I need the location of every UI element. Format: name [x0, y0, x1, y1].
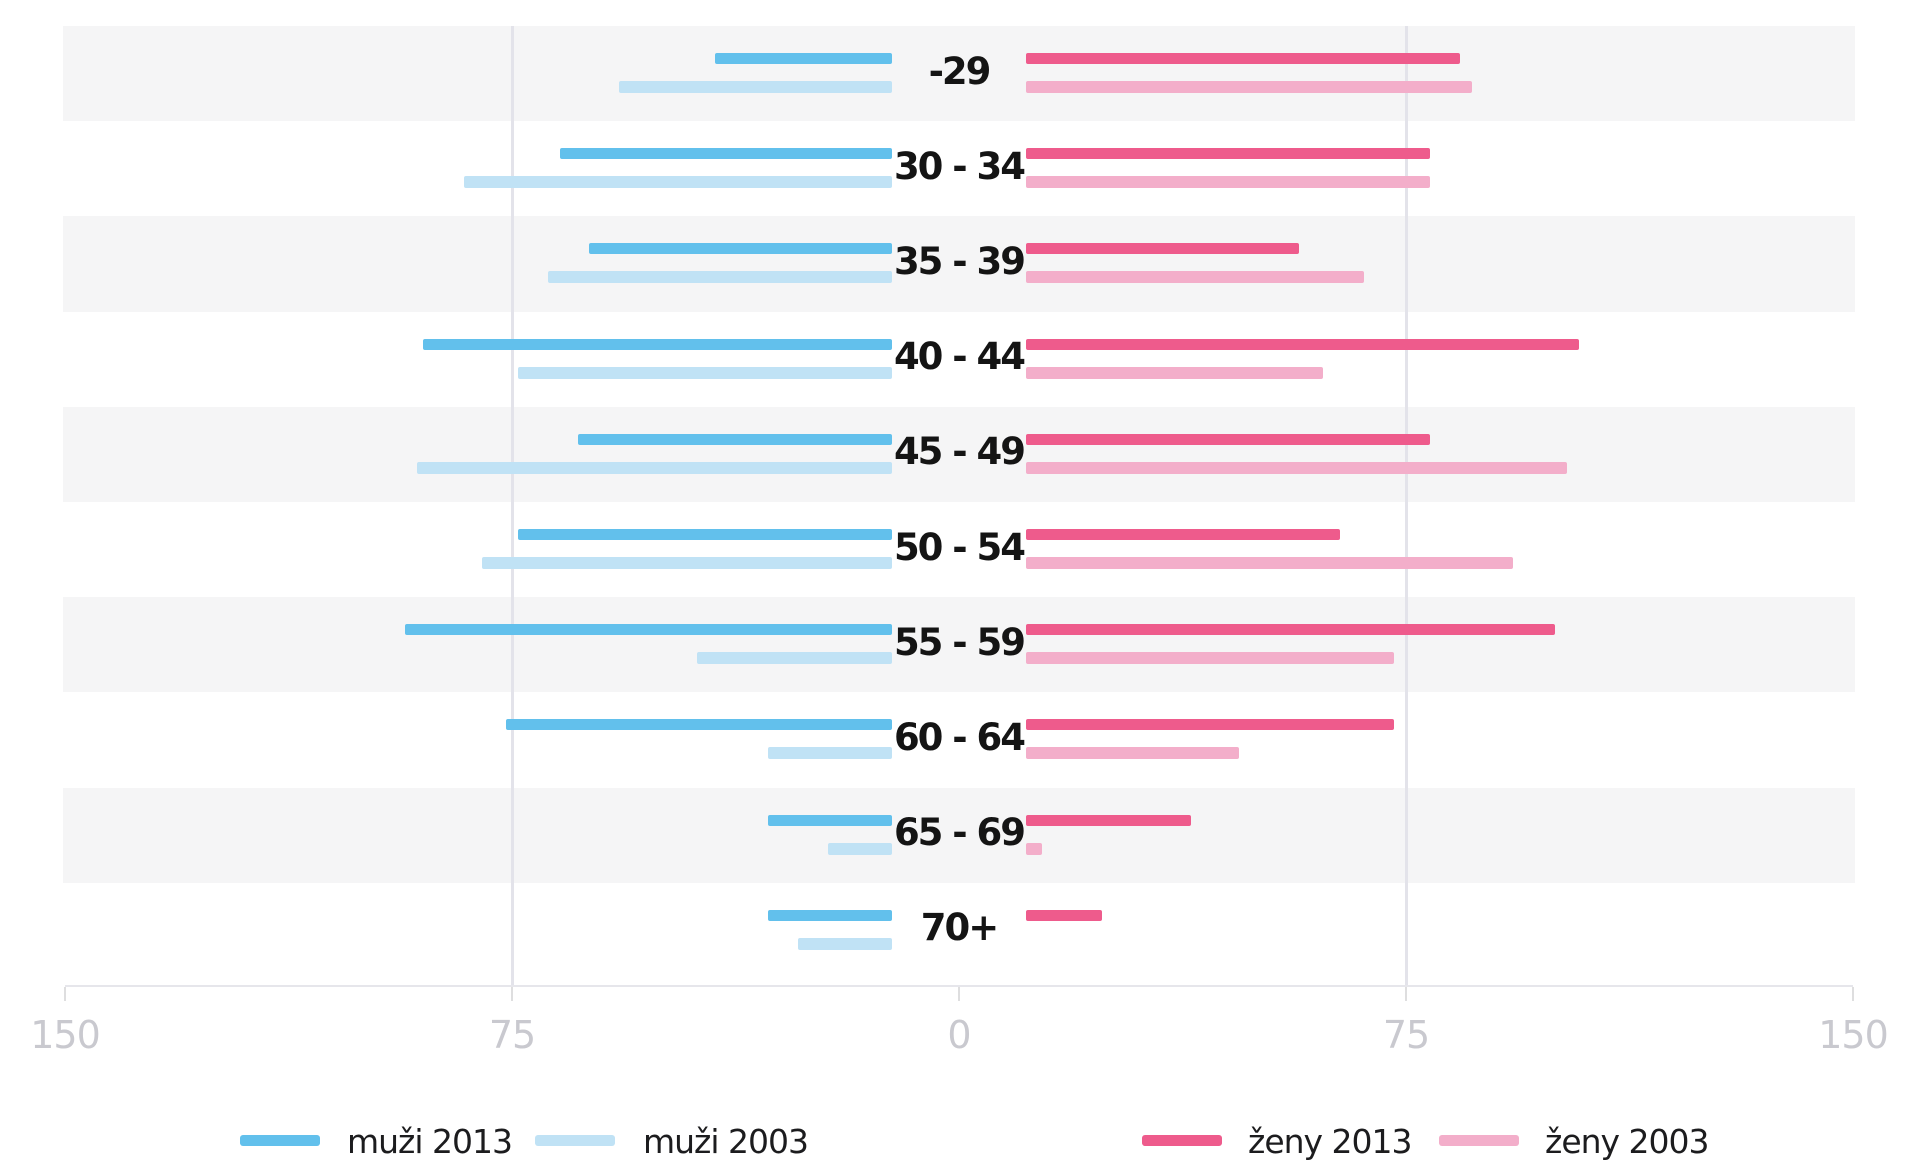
bar-ženy-2003	[1026, 81, 1472, 93]
bar-muži-2013	[506, 719, 892, 731]
bar-ženy-2003	[1026, 176, 1430, 189]
legend-swatch-muži-2013	[240, 1135, 320, 1146]
legend-label-muži-2013: muži 2013	[347, 1122, 513, 1161]
legend-swatch-ženy-2013	[1142, 1135, 1222, 1146]
bar-muži-2003	[827, 842, 892, 855]
x-axis-tick-label: 150	[30, 1013, 101, 1057]
bar-ženy-2013	[1026, 814, 1192, 826]
bar-ženy-2013	[1026, 338, 1579, 350]
bar-muži-2003	[619, 81, 892, 93]
age-group-label: 70+	[920, 906, 1000, 950]
x-axis-tick	[1852, 987, 1854, 1001]
x-axis-line	[65, 985, 1853, 987]
bar-muži-2003	[482, 557, 892, 569]
row-band	[63, 597, 1855, 693]
bar-ženy-2003	[1026, 271, 1365, 284]
row-band	[63, 216, 1855, 312]
bar-ženy-2013	[1026, 624, 1555, 636]
bar-muži-2013	[768, 909, 892, 921]
bar-ženy-2003	[1026, 747, 1240, 760]
x-axis-tick	[1405, 987, 1407, 1001]
bar-ženy-2003	[1026, 461, 1567, 474]
bar-ženy-2003	[1026, 557, 1514, 569]
bar-muži-2013	[577, 433, 892, 445]
bar-ženy-2013	[1026, 53, 1460, 64]
gridline-75	[1404, 26, 1408, 985]
age-group-label: 40 - 44	[893, 335, 1026, 379]
bar-muži-2003	[798, 937, 892, 950]
bar-muži-2003	[517, 366, 892, 379]
legend-swatch-ženy-2003	[1439, 1135, 1519, 1146]
x-axis-tick-label: 0	[947, 1013, 971, 1057]
bar-ženy-2003	[1026, 652, 1395, 665]
bar-muži-2013	[589, 243, 892, 255]
age-group-label: 55 - 59	[893, 620, 1026, 664]
age-group-label: 60 - 64	[893, 716, 1026, 759]
age-group-label: 35 - 39	[893, 240, 1026, 283]
bar-muži-2003	[768, 747, 892, 760]
bar-ženy-2013	[1026, 433, 1430, 445]
legend-label-ženy-2003: ženy 2003	[1545, 1122, 1710, 1161]
x-axis-tick-label: 75	[488, 1013, 536, 1057]
legend-label-muži-2003: muži 2003	[643, 1122, 809, 1161]
bar-muži-2013	[559, 148, 892, 160]
bar-muži-2013	[422, 338, 892, 350]
x-axis-tick	[64, 987, 66, 1001]
bar-muži-2003	[464, 176, 892, 189]
age-group-label: 65 - 69	[893, 811, 1026, 855]
age-group-label: 45 - 49	[893, 430, 1026, 474]
legend-swatch-muži-2003	[535, 1135, 615, 1146]
bar-ženy-2003	[1026, 842, 1043, 855]
bar-muži-2013	[404, 624, 892, 636]
x-axis-tick	[511, 987, 513, 1001]
bar-muži-2013	[517, 529, 892, 540]
bar-muži-2003	[696, 652, 892, 665]
bar-muži-2003	[547, 271, 892, 284]
bar-ženy-2013	[1026, 243, 1299, 255]
bar-muži-2003	[416, 461, 892, 474]
x-axis-tick-label: 150	[1818, 1013, 1889, 1057]
age-group-label: -29	[928, 49, 992, 93]
bar-muži-2013	[714, 53, 892, 64]
bar-ženy-2013	[1026, 529, 1341, 540]
x-axis-tick	[958, 987, 960, 1001]
legend-label-ženy-2013: ženy 2013	[1248, 1122, 1413, 1161]
age-group-label: 50 - 54	[893, 525, 1026, 569]
row-band	[63, 787, 1855, 883]
bar-ženy-2013	[1026, 909, 1103, 921]
bar-ženy-2013	[1026, 719, 1395, 731]
x-axis-tick-label: 75	[1382, 1013, 1430, 1057]
bar-ženy-2003	[1026, 366, 1323, 379]
row-band	[63, 406, 1855, 502]
bar-ženy-2013	[1026, 148, 1430, 160]
row-band	[63, 26, 1855, 122]
bar-muži-2013	[768, 814, 892, 826]
gridline-75	[510, 26, 514, 985]
age-group-label: 30 - 34	[893, 144, 1026, 188]
